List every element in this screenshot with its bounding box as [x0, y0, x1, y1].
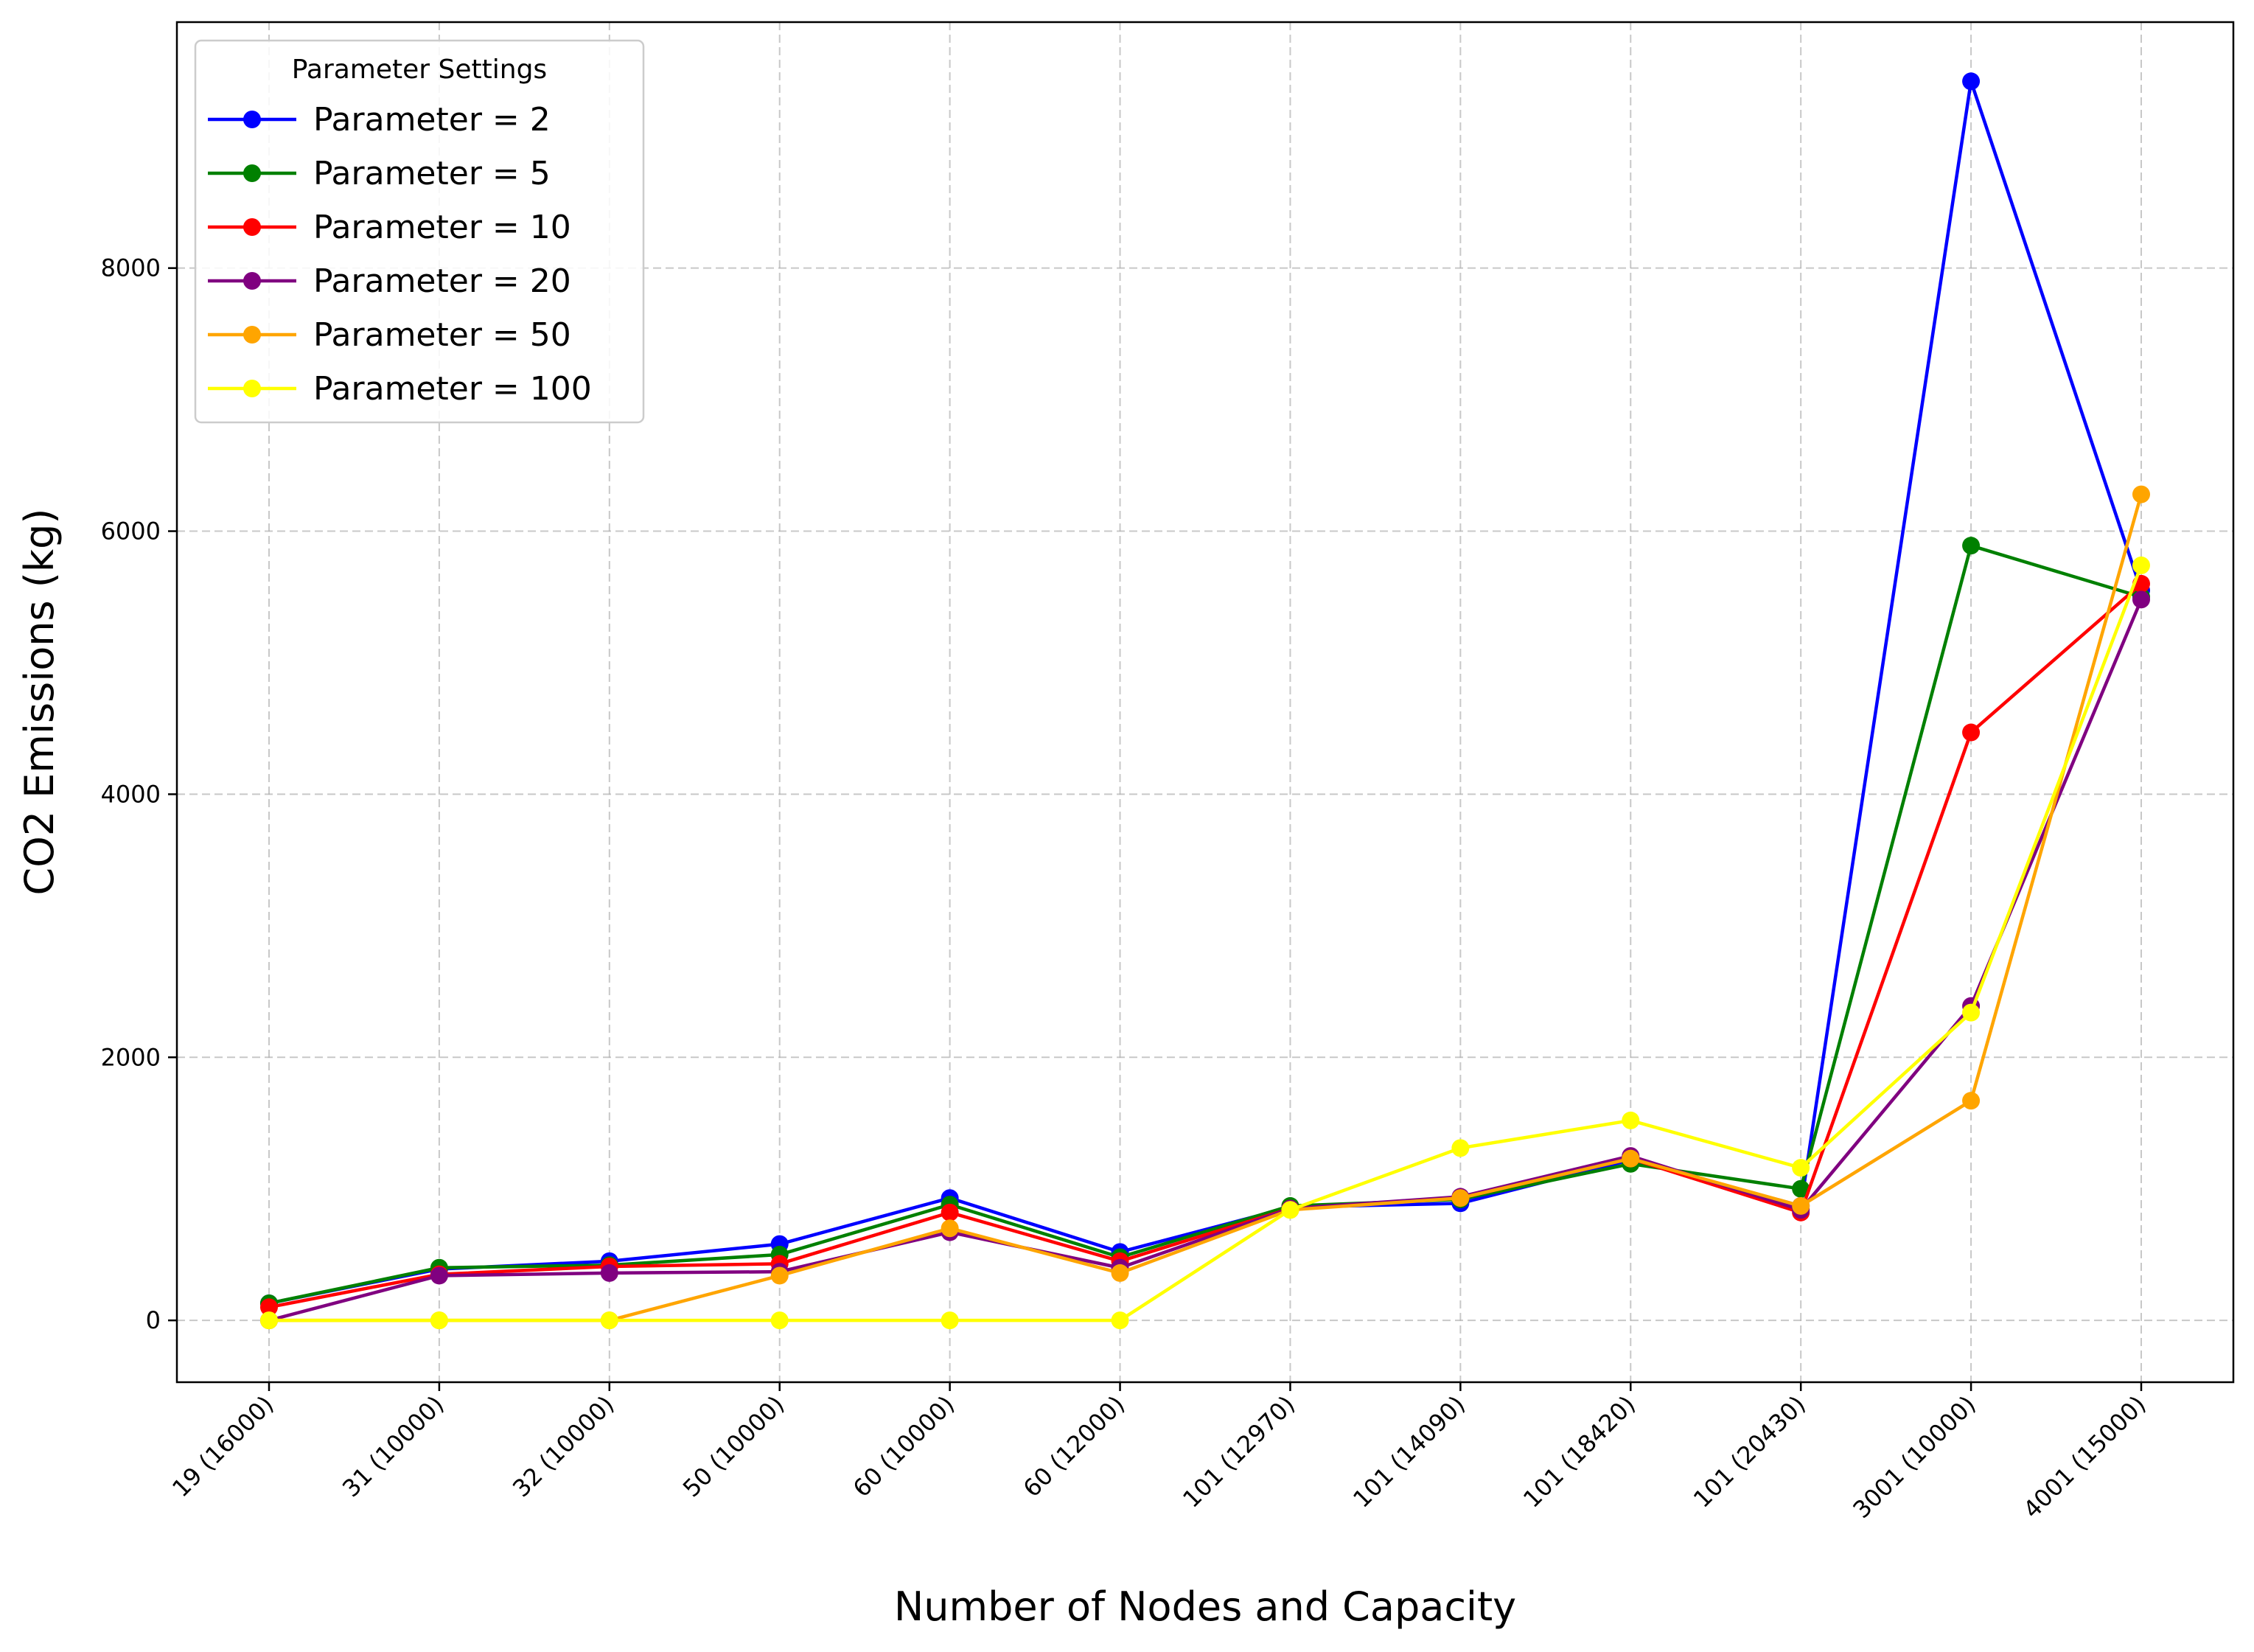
data-point — [1622, 1149, 1640, 1168]
data-point — [430, 1311, 448, 1330]
legend-box — [194, 39, 645, 424]
data-point — [600, 1264, 618, 1282]
data-point — [2132, 556, 2150, 574]
data-point — [2132, 485, 2150, 503]
data-point — [1962, 537, 1981, 555]
legend-label: Parameter = 2 — [313, 101, 551, 139]
series-line — [268, 80, 2143, 1306]
data-point — [260, 1298, 278, 1317]
legend-marker — [243, 111, 261, 128]
data-point — [941, 1311, 959, 1330]
legend-item: Parameter = 10 — [208, 209, 571, 246]
data-point — [1622, 1111, 1640, 1129]
y-axis-ticks: 0 2000 4000 6000 8000 — [101, 254, 177, 1334]
legend-item: Parameter = 20 — [208, 262, 571, 300]
data-point — [941, 1219, 959, 1238]
legend-marker — [243, 164, 261, 182]
legend-title: Parameter Settings — [292, 55, 547, 85]
plot-frame — [175, 21, 2235, 1384]
legend-marker — [243, 218, 261, 236]
data-point — [1451, 1139, 1470, 1157]
series-line — [269, 565, 2143, 1322]
data-point — [1792, 1179, 1810, 1198]
legend-items: Parameter = 2 Parameter = 5 Parameter = 10… — [208, 101, 592, 408]
data-point — [1962, 723, 1981, 742]
data-point — [1792, 1196, 1810, 1215]
y-tick-label: 6000 — [101, 517, 161, 546]
x-axis-title: Number of Nodes and Capacity — [894, 1583, 1516, 1630]
y-tick-label: 8000 — [101, 254, 161, 282]
data-point — [770, 1266, 789, 1285]
legend-item: Parameter = 5 — [208, 155, 551, 192]
legend-marker — [243, 272, 261, 290]
data-point — [430, 1266, 448, 1285]
data-point — [1281, 1201, 1299, 1219]
y-axis-title: CO2 Emissions (kg) — [16, 509, 63, 896]
legend: Parameter Settings Parameter = 2Paramete… — [194, 39, 645, 424]
legend-marker — [243, 326, 261, 344]
legend-marker — [243, 380, 261, 397]
data-point — [1792, 1159, 1810, 1177]
data-point — [1962, 72, 1981, 91]
series-line — [268, 582, 2143, 1309]
data-point — [941, 1203, 959, 1221]
y-tick-label: 2000 — [101, 1043, 161, 1071]
legend-label: Parameter = 100 — [313, 370, 592, 408]
data-point — [260, 1311, 278, 1330]
series-line — [268, 543, 2142, 1306]
legend-item: Parameter = 50 — [208, 316, 571, 354]
data-point — [770, 1311, 789, 1330]
series-parameter-100 — [260, 556, 2150, 1330]
legend-item: Parameter = 2 — [208, 101, 551, 139]
legend-label: Parameter = 5 — [313, 155, 551, 192]
legend-label: Parameter = 20 — [313, 262, 571, 300]
y-tick-label: 0 — [146, 1306, 161, 1334]
data-point — [1451, 1189, 1470, 1207]
data-point — [1962, 1092, 1981, 1110]
data-point — [2132, 590, 2150, 609]
legend-label: Parameter = 10 — [313, 209, 571, 246]
data-point — [1111, 1264, 1129, 1282]
legend-item: Parameter = 100 — [208, 370, 592, 408]
y-tick-label: 4000 — [101, 780, 161, 808]
series-line — [268, 599, 2143, 1322]
data-point — [1962, 1003, 1981, 1022]
data-point — [600, 1311, 618, 1330]
legend-label: Parameter = 50 — [313, 316, 571, 354]
series-lines — [260, 72, 2150, 1330]
data-point — [1111, 1311, 1129, 1330]
